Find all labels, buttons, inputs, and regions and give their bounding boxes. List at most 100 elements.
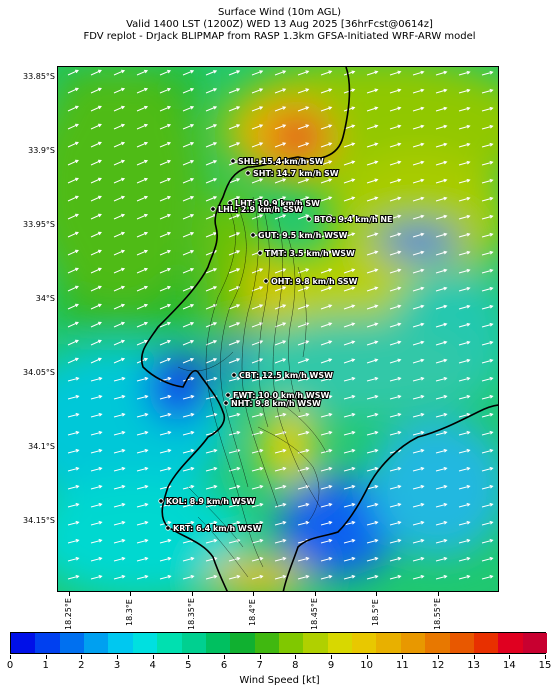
- colorbar-segment: [205, 633, 231, 653]
- wind-arrow: [113, 105, 126, 112]
- wind-arrow: [435, 286, 448, 292]
- station-dot: [250, 232, 256, 238]
- wind-arrow: [320, 160, 333, 166]
- wind-arrow: [67, 159, 79, 166]
- colorbar-tick-mark: [473, 655, 475, 659]
- wind-arrow: [389, 376, 402, 382]
- wind-arrow: [228, 124, 241, 130]
- wind-arrow: [389, 250, 402, 256]
- wind-arrow: [297, 124, 310, 130]
- wind-arrow: [320, 178, 333, 184]
- colorbar-segment: [181, 633, 207, 653]
- wind-arrow: [343, 574, 356, 580]
- wind-arrow: [343, 538, 356, 544]
- wind-arrow: [159, 141, 172, 148]
- wind-arrow: [343, 232, 356, 238]
- wind-arrow: [136, 430, 149, 436]
- station-dot: [165, 525, 171, 531]
- wind-arrow: [113, 177, 126, 184]
- wind-arrow: [90, 357, 102, 364]
- wind-arrow: [67, 249, 79, 256]
- colorbar-tick-label: 10: [360, 660, 374, 671]
- wind-arrow: [113, 213, 126, 220]
- colorbar-tick-label: 5: [185, 660, 192, 671]
- wind-arrow: [251, 214, 264, 220]
- wind-arrow: [159, 177, 172, 184]
- wind-arrow: [205, 448, 218, 454]
- lon-tick-mark: [130, 592, 131, 596]
- wind-arrow: [366, 430, 379, 436]
- colorbar-segment: [352, 633, 377, 653]
- wind-arrow: [90, 321, 102, 328]
- station-label: CBT: 12.5 km/h WSW: [239, 371, 333, 380]
- wind-arrow: [435, 142, 448, 148]
- station-dot: [231, 372, 237, 378]
- wind-arrow: [136, 321, 149, 328]
- wind-arrow: [205, 520, 218, 526]
- wind-arrow: [481, 394, 494, 400]
- wind-arrow: [182, 250, 195, 256]
- station-dot: [230, 158, 236, 164]
- wind-arrow: [481, 196, 494, 202]
- wind-arrow: [389, 538, 402, 544]
- lat-tick-label: 34°S: [35, 294, 55, 303]
- colorbar-tick-mark: [188, 655, 190, 659]
- wind-arrow: [412, 322, 425, 328]
- wind-arrow: [435, 106, 448, 112]
- wind-arrow: [205, 70, 218, 76]
- station-dot: [245, 170, 251, 176]
- wind-arrow: [343, 142, 356, 148]
- wind-arrow: [113, 123, 126, 130]
- wind-arrow: [159, 339, 172, 346]
- wind-arrow: [412, 214, 425, 220]
- wind-arrow: [435, 502, 448, 508]
- wind-arrow: [90, 69, 102, 76]
- wind-arrow: [90, 339, 102, 346]
- wind-arrow: [274, 484, 287, 490]
- colorbar-tick-label: 11: [395, 660, 409, 671]
- wind-arrow: [274, 196, 287, 202]
- wind-arrow: [274, 556, 287, 562]
- wind-arrow: [182, 430, 195, 436]
- wind-arrow: [274, 268, 287, 274]
- wind-arrow: [320, 520, 333, 526]
- colorbar-tick-mark: [509, 655, 511, 659]
- wind-arrow: [458, 484, 471, 490]
- wind-arrow: [343, 520, 356, 526]
- wind-arrow: [136, 556, 149, 562]
- lon-tick-label: 18.4°E: [248, 599, 257, 626]
- wind-arrow: [274, 376, 287, 382]
- wind-arrow: [90, 249, 102, 256]
- wind-arrow: [412, 124, 425, 130]
- wind-arrow: [366, 412, 379, 418]
- terrain-contours: [177, 196, 327, 578]
- wind-arrow: [182, 88, 195, 94]
- wind-map[interactable]: SHL: 15.4 km/h SW SHT: 14.7 km/h SW LHT: 1…: [57, 66, 499, 592]
- wind-arrow: [458, 250, 471, 256]
- colorbar-segment: [376, 633, 402, 653]
- wind-arrow: [159, 448, 172, 454]
- wind-arrow: [297, 178, 310, 184]
- wind-arrow: [412, 520, 425, 526]
- lat-tick-label: 34.1°S: [28, 442, 55, 451]
- colorbar-segment: [157, 633, 183, 653]
- wind-arrow: [251, 412, 264, 418]
- wind-arrow: [481, 376, 494, 382]
- wind-arrow: [251, 268, 264, 274]
- wind-arrow: [458, 304, 471, 310]
- wind-arrow: [113, 87, 126, 94]
- wind-arrow: [182, 340, 195, 346]
- colorbar-tick-label: 3: [113, 660, 121, 671]
- wind-arrow: [481, 250, 494, 256]
- wind-arrow: [320, 322, 333, 328]
- colorbar-segment: [108, 633, 134, 653]
- wind-arrow: [136, 87, 149, 94]
- wind-arrow: [481, 520, 494, 526]
- wind-arrow: [435, 448, 448, 454]
- wind-arrow: [251, 70, 264, 76]
- wind-arrow: [113, 321, 126, 328]
- wind-arrow: [320, 196, 333, 202]
- lon-tick-label: 18.3°E: [125, 599, 134, 626]
- wind-arrow: [320, 430, 333, 436]
- wind-arrow: [435, 538, 448, 544]
